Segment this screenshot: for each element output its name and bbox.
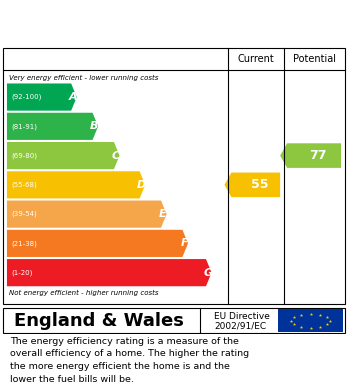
- Bar: [278, 309, 343, 332]
- Text: Not energy efficient - higher running costs: Not energy efficient - higher running co…: [9, 289, 158, 296]
- Text: EU Directive: EU Directive: [214, 312, 270, 321]
- Text: A: A: [69, 92, 77, 102]
- Text: Current: Current: [237, 54, 274, 64]
- Text: E: E: [159, 209, 167, 219]
- Polygon shape: [7, 201, 167, 228]
- Polygon shape: [224, 172, 280, 197]
- Text: D: D: [137, 180, 146, 190]
- Text: 55: 55: [251, 178, 268, 191]
- Text: (92-100): (92-100): [11, 94, 41, 100]
- Polygon shape: [7, 171, 145, 199]
- Text: (69-80): (69-80): [11, 152, 37, 159]
- Text: England & Wales: England & Wales: [14, 312, 184, 330]
- Text: (55-68): (55-68): [11, 181, 37, 188]
- Polygon shape: [280, 143, 341, 168]
- Text: C: C: [112, 151, 120, 161]
- Polygon shape: [7, 259, 212, 286]
- Polygon shape: [7, 83, 77, 111]
- Polygon shape: [7, 113, 98, 140]
- Text: B: B: [90, 121, 98, 131]
- Text: 77: 77: [309, 149, 326, 162]
- Text: (81-91): (81-91): [11, 123, 37, 129]
- Polygon shape: [7, 142, 120, 169]
- Text: (1-20): (1-20): [11, 269, 32, 276]
- Text: Very energy efficient - lower running costs: Very energy efficient - lower running co…: [9, 75, 158, 81]
- Text: The energy efficiency rating is a measure of the
overall efficiency of a home. T: The energy efficiency rating is a measur…: [10, 337, 250, 384]
- Text: 2002/91/EC: 2002/91/EC: [214, 321, 266, 330]
- Text: Potential: Potential: [293, 54, 335, 64]
- Text: (21-38): (21-38): [11, 240, 37, 247]
- Text: F: F: [180, 239, 188, 248]
- Text: (39-54): (39-54): [11, 211, 37, 217]
- Text: Energy Efficiency Rating: Energy Efficiency Rating: [10, 15, 232, 30]
- Polygon shape: [7, 230, 188, 257]
- Text: G: G: [203, 268, 212, 278]
